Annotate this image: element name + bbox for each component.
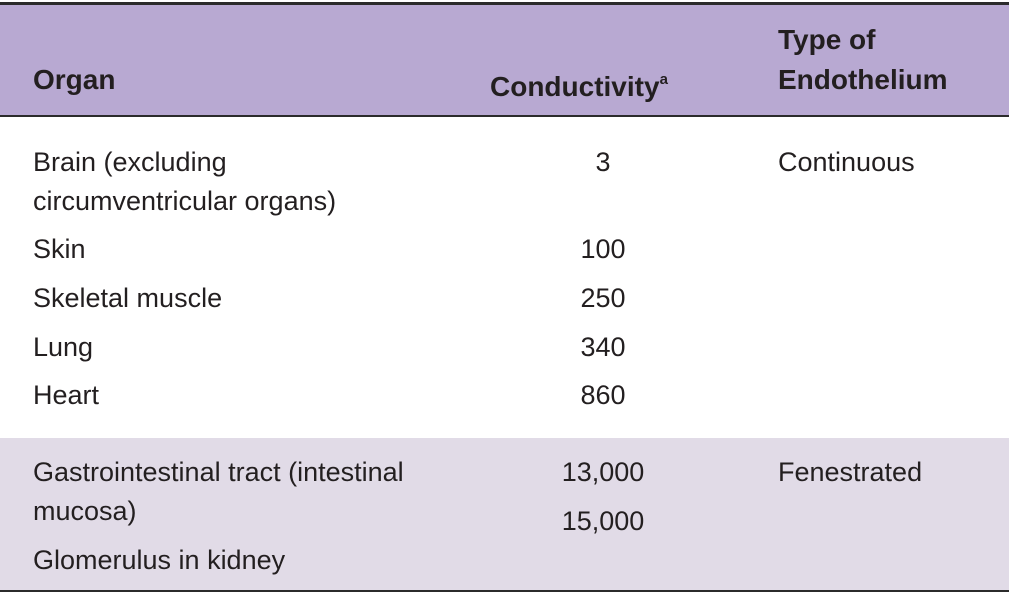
organ-cell: Skeletal muscle	[33, 283, 223, 313]
conductivity-cell: 250	[580, 283, 626, 313]
conductivity-cell: 860	[580, 380, 626, 410]
bottom-rule	[0, 590, 1009, 592]
footnote-mark: a	[659, 71, 668, 88]
column-header-text: Conductivity	[490, 71, 660, 102]
column-header: Organ	[33, 64, 116, 95]
header-rule	[0, 115, 1009, 117]
organ-cell: Skin	[33, 234, 86, 264]
conductivity-cell: 13,000	[561, 457, 645, 487]
column-header: Conductivitya	[490, 60, 668, 107]
conductivity-cell: 3	[595, 147, 611, 177]
organ-cell: Gastrointestinal tract (intestinal mucos…	[33, 457, 404, 526]
conductivity-cell: 340	[580, 332, 626, 362]
organ-cell: Brain (excluding circumventricular organ…	[33, 147, 337, 216]
conductivity-cell: 100	[580, 234, 626, 264]
organ-cell: Lung	[33, 332, 94, 362]
column-header: Type of Endothelium	[778, 24, 948, 95]
conductivity-cell: 15,000	[561, 506, 645, 536]
top-rule	[0, 2, 1009, 5]
organ-cell: Glomerulus in kidney	[33, 545, 286, 575]
endothelium-cell: Continuous	[778, 147, 915, 177]
header-band	[0, 5, 1009, 115]
group-band	[0, 438, 1009, 590]
endothelium-cell: Fenestrated	[778, 457, 923, 487]
organ-cell: Heart	[33, 380, 100, 410]
